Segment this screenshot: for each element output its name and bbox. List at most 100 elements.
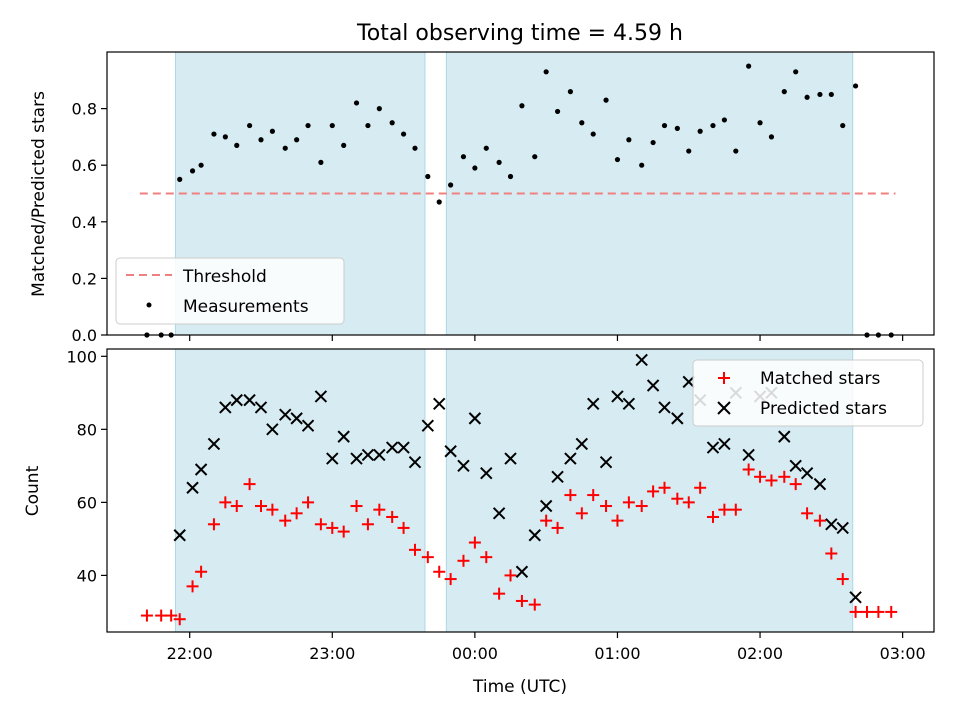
measurement-point [603, 97, 609, 103]
matched-star-point [564, 489, 577, 502]
top-y-tick-label: 0.0 [72, 326, 97, 345]
matched-star-point [195, 565, 208, 578]
predicted-star-point [718, 437, 731, 451]
matched-star-point [408, 543, 421, 556]
top-legend-box [115, 257, 345, 325]
matched-star-point [765, 474, 778, 487]
predicted-star-point [587, 397, 600, 410]
legend-measurements-swatch [146, 302, 152, 308]
legend-measurements-label: Measurements [183, 297, 309, 317]
matched-star-point [480, 551, 493, 564]
bottom-legend: Matched stars Predicted stars [692, 359, 924, 427]
predicted-star-point [658, 401, 671, 414]
measurement-point [436, 199, 442, 205]
matched-star-point [230, 500, 243, 513]
measurement-point [496, 159, 502, 165]
predicted-star-point [444, 445, 457, 458]
measurement-point [710, 122, 716, 129]
predicted-star-point [849, 591, 862, 604]
legend-predicted-label: Predicted stars [760, 399, 887, 419]
matched-star-point [635, 500, 648, 513]
matched-star-point [600, 500, 613, 513]
measurement-point [793, 69, 799, 75]
matched-star-point [207, 518, 220, 531]
predicted-star-point [408, 455, 422, 469]
top-x-ticks [189, 335, 904, 341]
predicted-star-point [279, 408, 292, 421]
measurement-point [376, 106, 382, 112]
matched-star-point [386, 510, 399, 523]
x-tick-label: 03:00 [880, 644, 926, 663]
predicted-star-point [421, 419, 435, 432]
matched-star-point [658, 481, 671, 494]
measurement-point [258, 137, 264, 143]
measurement-point [804, 94, 810, 100]
matched-star-point [373, 503, 386, 516]
count-panel: 40 60 80 100 22:00 23:00 00:00 01:00 02:00 03:00… [23, 347, 935, 697]
measurement-point [614, 156, 621, 163]
matched-star-point [778, 470, 791, 483]
measurement-point [294, 137, 300, 143]
matched-star-point [729, 503, 742, 516]
measurement-point [543, 69, 549, 75]
matched-star-point [872, 605, 885, 618]
matched-star-point [836, 573, 849, 586]
matched-star-point [165, 609, 178, 622]
bottom-y-ticks: 40 60 80 100 [66, 347, 107, 585]
predicted-star-point [599, 455, 613, 469]
predicted-star-point [457, 459, 470, 473]
predicted-star-point [243, 393, 256, 407]
matched-star-point [254, 500, 267, 513]
measurement-point [222, 134, 228, 140]
predicted-star-point [207, 437, 221, 451]
x-axis-label: Time (UTC) [472, 677, 567, 697]
predicted-star-point [350, 452, 363, 465]
matched-star-point [493, 587, 506, 600]
predicted-star-point [646, 379, 660, 392]
measurement-point [400, 131, 407, 137]
matched-star-point [515, 594, 528, 607]
predicted-star-point [266, 423, 279, 436]
predicted-star-point [361, 448, 375, 462]
measurement-point [840, 122, 846, 129]
predicted-star-point [836, 521, 849, 535]
bottom-x-ticks: 22:00 23:00 00:00 01:00 02:00 03:00 [167, 632, 926, 663]
predicted-star-point [671, 412, 684, 425]
predicted-star-point [813, 477, 827, 491]
matched-star-point [397, 521, 410, 534]
measurement-point [472, 165, 478, 171]
measurement-point [177, 176, 183, 182]
predicted-star-point [468, 412, 482, 425]
predicted-star-point [635, 353, 648, 367]
matched-star-point [314, 518, 327, 531]
measurement-point [590, 131, 596, 137]
bottom-axes-frame [106, 348, 935, 633]
matched-star-point [611, 514, 624, 527]
bottom-y-tick-label: 60 [77, 493, 97, 512]
measurement-point [425, 173, 431, 180]
bottom-y-tick-label: 80 [77, 420, 97, 439]
legend-predicted-swatch [717, 401, 731, 415]
top-y-tick-label: 0.8 [72, 100, 97, 119]
predicted-star-point [433, 397, 446, 410]
matched-star-point [468, 536, 481, 549]
predicted-star-point [186, 481, 199, 494]
measurement-point [733, 148, 739, 154]
predicted-star-point [622, 397, 636, 410]
measurement-point [329, 122, 335, 129]
predicted-star-point [778, 430, 791, 443]
bottom-window-0 [174, 348, 426, 633]
measurement-point [365, 122, 371, 129]
predicted-star-point [480, 466, 493, 480]
matched-star-point [789, 478, 802, 491]
predicted-star-point [337, 430, 350, 443]
measurement-point [269, 128, 275, 134]
matched-star-point [326, 521, 339, 534]
predicted-star-point [290, 412, 303, 425]
matched-star-point [279, 514, 292, 527]
legend-threshold-label: Threshold [182, 267, 267, 287]
matched-star-point [302, 496, 315, 509]
matched-star-point [173, 613, 186, 626]
matched-star-point [528, 598, 541, 611]
